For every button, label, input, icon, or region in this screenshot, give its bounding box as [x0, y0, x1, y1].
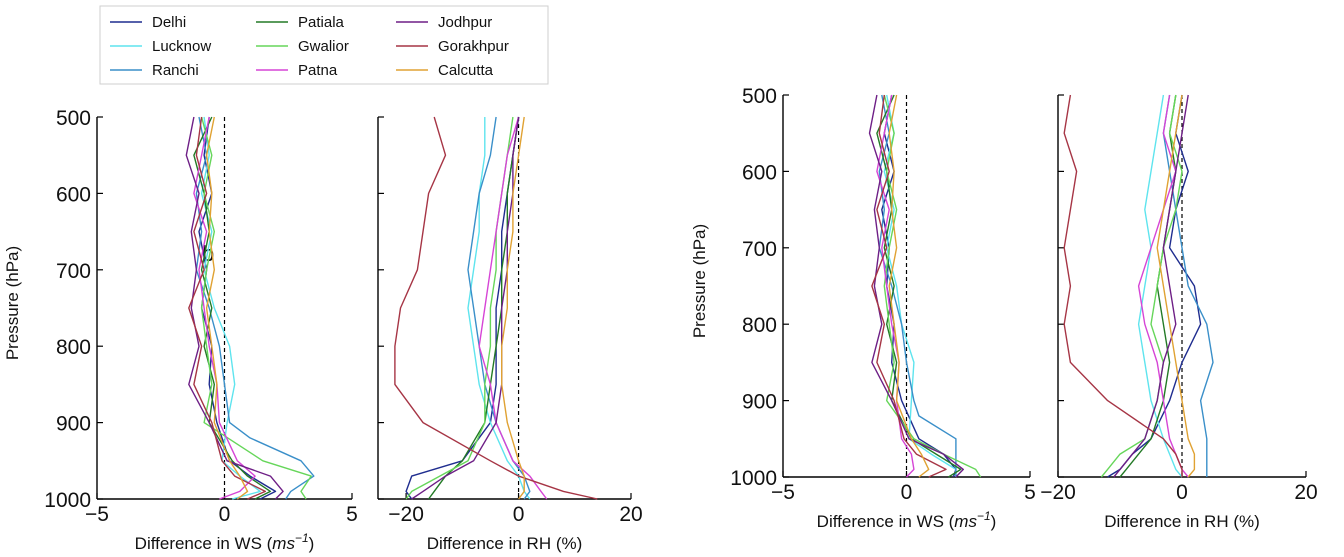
x-tick-label: 0	[1176, 481, 1188, 504]
x-tick-label: 20	[619, 503, 642, 526]
legend-label-lucknow: Lucknow	[152, 38, 211, 55]
series-line-gorakhpur	[188, 116, 266, 500]
series-line-delhi	[881, 94, 957, 478]
y-tick-label: 800	[56, 336, 91, 359]
x-axis-label: Difference in WS (ms−1)	[135, 531, 315, 553]
series-line-patna	[876, 94, 915, 478]
series-line-jodhpur	[1113, 94, 1189, 478]
x-axis-label-prefix: Difference in WS (	[817, 512, 955, 531]
series-line-lucknow	[1137, 94, 1183, 478]
legend: Delhi Lucknow Ranchi Patiala Gwalior Patna Jod…	[99, 5, 549, 85]
y-tick-label: 500	[742, 85, 777, 108]
y-tick-label: 600	[742, 161, 777, 184]
legend-frame	[99, 5, 549, 85]
y-tick-label: 500	[56, 107, 91, 130]
x-axis-label-suffix: )	[991, 512, 997, 531]
y-tick-label: 600	[56, 183, 91, 206]
x-axis-label-prefix: Difference in WS (	[135, 534, 273, 553]
legend-label-patiala: Patiala	[298, 14, 345, 31]
series-line-calcutta	[205, 116, 249, 500]
legend-label-jodhpur: Jodhpur	[438, 14, 492, 31]
y-axis-label: Pressure (hPa)	[3, 246, 22, 360]
x-axis-label-exponent: −1	[977, 509, 991, 523]
y-tick-label: 800	[742, 314, 777, 337]
series-line-calcutta	[501, 116, 525, 500]
series-line-lucknow	[200, 116, 261, 500]
panel-right-rh: −20 0 20 Difference in RH (%)	[1040, 94, 1318, 531]
x-tick-label: 0	[901, 481, 913, 504]
x-tick-label: −5	[85, 503, 109, 526]
legend-label-calcutta: Calcutta	[438, 62, 494, 79]
x-axis-label-unit: ms	[954, 512, 977, 531]
x-axis-label-suffix: )	[309, 534, 315, 553]
series-line-patiala	[1119, 94, 1177, 478]
series-line-gwalior	[1100, 94, 1183, 478]
series-line-gorakhpur	[871, 94, 947, 478]
x-tick-label: −20	[388, 503, 424, 526]
y-tick-label: 1000	[44, 489, 91, 512]
y-tick-label: 900	[56, 413, 91, 436]
series-line-patna	[478, 116, 548, 500]
series-line-patna	[193, 116, 256, 500]
legend-label-gwalior: Gwalior	[298, 38, 349, 55]
x-tick-label: 0	[513, 503, 525, 526]
legend-label-gorakhpur: Gorakhpur	[438, 38, 509, 55]
y-tick-label: 900	[742, 391, 777, 414]
x-axis-label: Difference in WS (ms−1)	[817, 509, 997, 531]
series-line-lucknow	[883, 94, 957, 477]
series-line-calcutta	[888, 94, 930, 478]
y-tick-label: 1000	[730, 467, 777, 490]
series-line-gwalior	[200, 116, 312, 500]
x-axis-label: Difference in RH (%)	[1104, 512, 1260, 531]
x-axis-label-exponent: −1	[295, 531, 309, 545]
x-tick-label: 0	[219, 503, 231, 526]
x-axis-label-unit: ms	[272, 534, 295, 553]
panel-right-ws: 500 600 700 800 900 1000−5 0 5 Difference in WS …	[690, 85, 1036, 531]
series-line-gwalior	[405, 116, 514, 500]
y-tick-label: 700	[742, 238, 777, 261]
series-line-gorakhpur	[1063, 94, 1183, 477]
series-line-calcutta	[1156, 94, 1196, 478]
x-tick-label: 5	[346, 503, 358, 526]
series-line-gorakhpur	[394, 116, 598, 500]
x-tick-label: 20	[1294, 481, 1317, 504]
series-line-delhi	[198, 116, 277, 500]
legend-label-patna: Patna	[298, 62, 338, 79]
legend-label-delhi: Delhi	[152, 14, 186, 31]
y-axis-label: Pressure (hPa)	[690, 224, 709, 338]
y-tick-label: 700	[56, 260, 91, 283]
series-line-ranchi	[1162, 94, 1214, 477]
series-line-jodhpur	[411, 116, 520, 500]
x-axis-label: Difference in RH (%)	[427, 534, 583, 553]
x-tick-label: 5	[1024, 481, 1036, 504]
legend-label-ranchi: Ranchi	[152, 62, 199, 79]
series-line-jodhpur	[868, 94, 964, 478]
panel-left-rh: −20 0 20 Difference in RH (%)	[377, 116, 643, 553]
panel-left-ws: 500 600 700 800 900 1000−5 0 5 Difference in WS …	[3, 107, 358, 553]
x-tick-label: −20	[1040, 481, 1076, 504]
x-tick-label: −5	[771, 481, 795, 504]
series-line-lucknow	[467, 117, 531, 500]
series-line-jodhpur	[185, 116, 284, 500]
